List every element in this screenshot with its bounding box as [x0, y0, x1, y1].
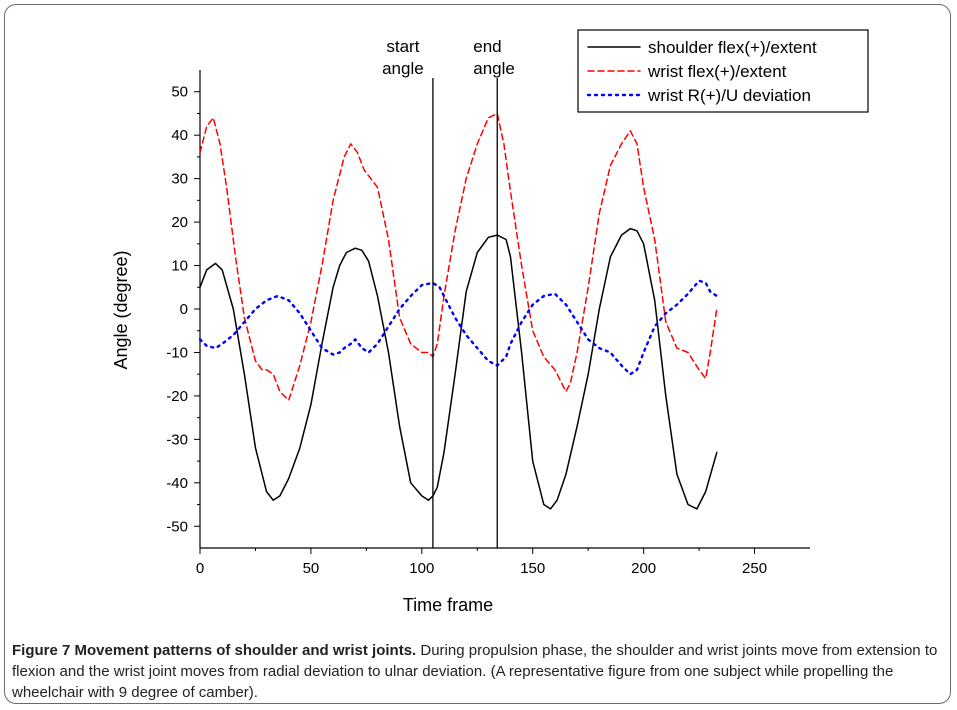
annotation-label-line: angle — [473, 59, 515, 78]
annotation-label-2: end angle — [473, 37, 515, 78]
series-line-3 — [198, 279, 718, 376]
y-tick-label: 40 — [171, 127, 188, 144]
legend-label-3: wrist R(+)/U deviation — [647, 86, 811, 105]
y-axis-title: Angle (degree) — [111, 250, 131, 369]
x-tick-label: 100 — [409, 560, 434, 577]
figure-caption: Figure 7 Movement patterns of shoulder a… — [12, 640, 947, 703]
legend-label-1: shoulder flex(+)/extent — [648, 38, 817, 57]
annotation-label-line: end — [473, 37, 501, 56]
y-tick-label: 20 — [171, 214, 188, 231]
annotations: start angle end angle — [382, 37, 515, 548]
y-tick-label: -30 — [166, 431, 188, 448]
legend-box — [577, 29, 869, 113]
y-tick-label: -50 — [166, 518, 188, 535]
y-tick-label: -20 — [166, 388, 188, 405]
plot-series — [198, 112, 718, 510]
annotation-label-line: angle — [382, 59, 424, 78]
y-tick-label: -40 — [166, 475, 188, 492]
legend-label-2: wrist flex(+)/extent — [647, 62, 787, 81]
y-tick-label: 50 — [171, 84, 188, 101]
line-chart: 0 50 100 150 200 250 -50 -40 -30 -20 -10 0 10 20 30 40 5… — [111, 29, 869, 615]
caption-text: During propulsion phase, the shoulder an… — [12, 642, 938, 701]
series-line-1 — [199, 227, 718, 510]
legend: shoulder flex(+)/extent wrist flex(+)/ext… — [577, 29, 869, 113]
y-tick-label: -10 — [166, 344, 188, 361]
y-tick-label: 30 — [171, 171, 188, 188]
x-tick-label: 50 — [303, 560, 320, 577]
x-tick-label: 200 — [631, 560, 656, 577]
x-tick-label: 250 — [742, 560, 767, 577]
caption-title: Figure 7 Movement patterns of shoulder a… — [12, 642, 417, 659]
figure-frame — [4, 4, 951, 704]
x-tick-label: 0 — [196, 560, 204, 577]
x-axis-title: Time frame — [403, 595, 493, 615]
annotation-label-1: start angle — [382, 37, 424, 78]
series-line-2 — [199, 112, 718, 402]
x-tick-label: 150 — [520, 560, 545, 577]
annotation-label-line: start — [386, 37, 419, 56]
y-tick-label: 0 — [180, 301, 188, 318]
y-tick-label: 10 — [171, 258, 188, 275]
axes: 0 50 100 150 200 250 -50 -40 -30 -20 -10 0 10 20 30 40 5… — [166, 70, 810, 577]
